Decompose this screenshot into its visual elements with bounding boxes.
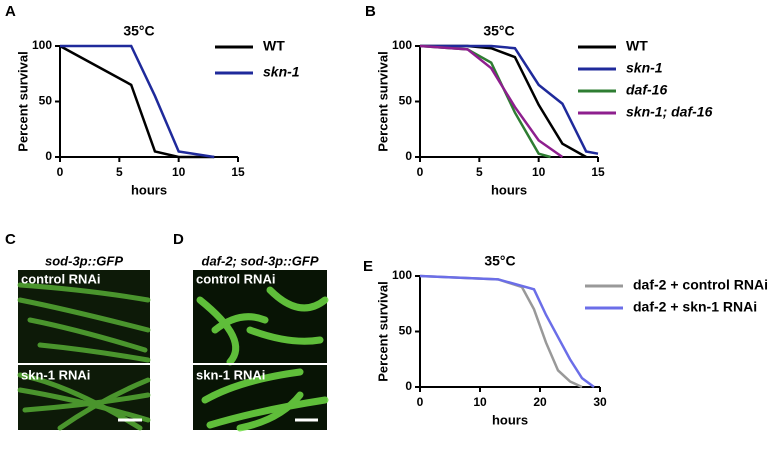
y-axis-label: Percent survival — [375, 51, 390, 151]
y-tick-label: 50 — [399, 94, 413, 108]
x-tick-label: 30 — [593, 395, 607, 409]
survival-line — [59, 44, 215, 159]
x-tick-label: 0 — [417, 395, 424, 409]
x-axis-label: hours — [492, 412, 528, 427]
chart-title: 35°C — [484, 253, 515, 269]
legend-label: daf-2 + skn-1 RNAi — [633, 299, 757, 315]
x-tick-label: 0 — [417, 165, 424, 179]
panel-label: A — [5, 3, 16, 20]
y-tick-label: 0 — [405, 379, 412, 393]
legend-label: WT — [263, 38, 285, 54]
image-bottom-label: skn-1 RNAi — [196, 367, 265, 382]
survival-line — [419, 274, 583, 389]
image-top-label: control RNAi — [196, 271, 275, 286]
panel-label: E — [363, 258, 373, 275]
x-tick-label: 0 — [57, 165, 64, 179]
y-tick-label: 0 — [405, 149, 412, 163]
legend-label: skn-1 — [626, 60, 663, 76]
chart-title: 35°C — [483, 23, 514, 39]
y-tick-label: 100 — [392, 38, 412, 52]
x-tick-label: 15 — [231, 165, 245, 179]
survival-line — [60, 44, 215, 159]
image-title: daf-2; sod-3p::GFP — [202, 253, 319, 268]
x-tick-label: 5 — [116, 165, 123, 179]
survival-line — [420, 44, 599, 155]
survival-line — [419, 44, 564, 159]
y-tick-label: 0 — [45, 149, 52, 163]
x-axis-label: hours — [131, 182, 167, 197]
survival-line — [419, 274, 595, 389]
y-tick-label: 100 — [392, 268, 412, 282]
y-tick-label: 50 — [399, 324, 413, 338]
x-axis-label: hours — [491, 182, 527, 197]
legend-label: skn-1; daf-16 — [626, 104, 713, 120]
image-bottom-label: skn-1 RNAi — [21, 367, 90, 382]
micrograph-c — [17, 270, 151, 431]
panel-label: D — [173, 231, 184, 248]
legend-label: daf-16 — [626, 82, 667, 98]
chart-title: 35°C — [123, 23, 154, 39]
x-tick-label: 10 — [532, 165, 546, 179]
x-tick-label: 10 — [172, 165, 186, 179]
panel-label: B — [365, 3, 376, 20]
y-tick-label: 100 — [32, 38, 52, 52]
legend-label: WT — [626, 38, 648, 54]
y-tick-label: 50 — [39, 94, 53, 108]
legend-label: daf-2 + control RNAi — [633, 277, 768, 293]
x-tick-label: 10 — [473, 395, 487, 409]
panel-label: C — [5, 231, 16, 248]
y-axis-label: Percent survival — [375, 281, 390, 381]
x-tick-label: 5 — [476, 165, 483, 179]
image-title: sod-3p::GFP — [45, 253, 123, 268]
image-top-label: control RNAi — [21, 271, 100, 286]
x-tick-label: 15 — [591, 165, 605, 179]
micrograph-d — [193, 270, 329, 432]
y-axis-label: Percent survival — [15, 51, 30, 151]
x-tick-label: 20 — [533, 395, 547, 409]
legend-label: skn-1 — [263, 64, 300, 80]
